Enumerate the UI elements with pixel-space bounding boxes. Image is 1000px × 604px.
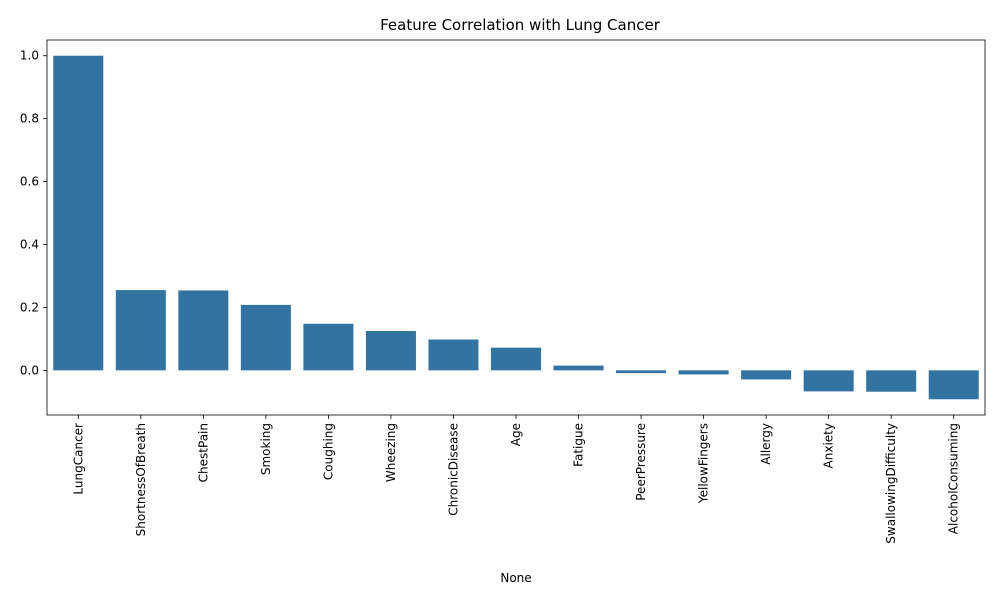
x-tick-label: Fatigue [572,423,586,467]
bar-ChestPain [178,290,229,371]
y-tick-label: 0.4 [20,237,39,251]
bar-SwallowingDifficulty [866,370,917,392]
x-tick-label: Smoking [259,423,273,475]
y-tick-label: 0.8 [20,112,39,126]
x-tick-label: SwallowingDifficulty [884,423,898,544]
x-tick-label: YellowFingers [697,423,711,504]
plot-frame [46,39,986,416]
bar-ChronicDisease [428,339,479,371]
y-tick-label: 0.6 [20,175,39,189]
y-tick-label: 1.0 [20,49,39,63]
y-tick-label: 0.0 [20,363,39,377]
x-tick-label: ChronicDisease [446,423,460,516]
x-tick-label: Coughing [321,423,335,480]
bar-AlcoholConsuming [928,370,979,400]
x-tick-label: AlcoholConsuming [947,423,961,534]
bar-ShortnessOfBreath [115,290,166,371]
bar-Age [490,347,542,371]
bars-group [53,55,979,400]
y-tick-label: 0.2 [20,300,39,314]
x-tick-label: Anxiety [822,423,836,468]
bar-Fatigue [553,365,604,371]
chart-title: Feature Correlation with Lung Cancer [380,16,661,34]
bar-LungCancer [53,55,104,371]
x-tick-label: ChestPain [196,423,210,482]
bar-Wheezing [365,331,416,371]
bar-PeerPressure [616,370,667,374]
bar-YellowFingers [678,370,729,375]
x-axis: LungCancer ShortnessOfBreath ChestPain Smok… [71,415,961,544]
bar-Coughing [303,323,354,371]
bar-Smoking [240,304,291,371]
y-axis: 0.0 0.2 0.4 0.6 0.8 1.0 [20,49,47,377]
x-axis-label: None [500,571,531,585]
x-tick-label: PeerPressure [634,423,648,501]
x-tick-label: Wheezing [384,423,398,482]
x-tick-label: Age [509,423,523,446]
x-tick-label: Allergy [759,423,773,465]
bar-Allergy [741,370,792,380]
bar-Anxiety [803,370,854,392]
x-tick-label: LungCancer [71,423,85,495]
x-tick-label: ShortnessOfBreath [134,423,148,536]
